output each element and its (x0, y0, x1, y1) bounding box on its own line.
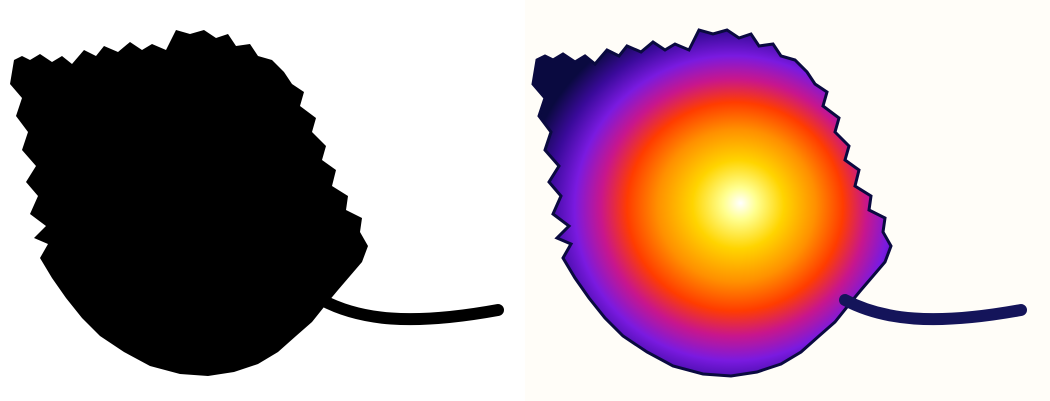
leaf-stem-silhouette (316, 294, 504, 326)
heatmap-leaf-panel (525, 0, 1050, 401)
binary-leaf-canvas (10, 30, 504, 376)
leaf-stem-heatmap (839, 294, 1027, 326)
leaf-heatmap (531, 28, 1027, 378)
binary-leaf-panel (10, 30, 504, 376)
leaf-silhouette (10, 30, 504, 376)
heatmap-leaf-canvas (525, 0, 1050, 401)
leaf-blade-silhouette (10, 30, 368, 376)
leaf-blade-heatmap (531, 28, 893, 378)
